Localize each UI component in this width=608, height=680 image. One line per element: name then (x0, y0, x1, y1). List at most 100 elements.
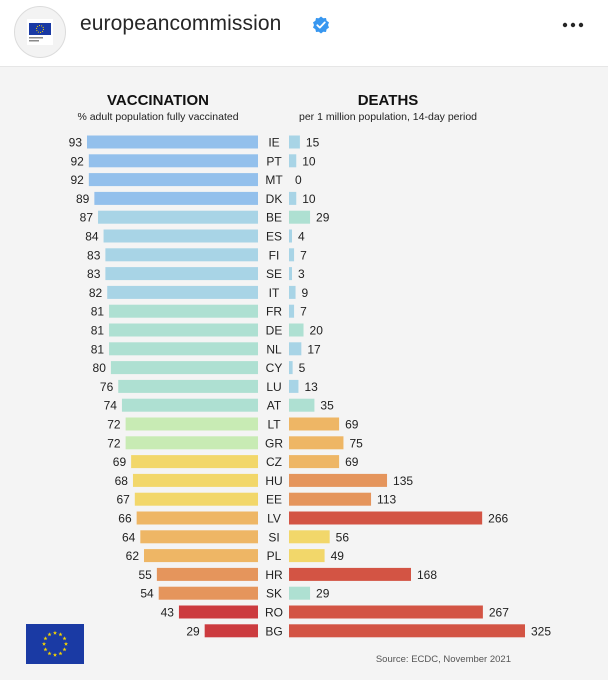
vaccination-bar-si (140, 530, 258, 544)
bar-row-de: 81 DE 20 (91, 323, 323, 338)
eu-star-icon (47, 632, 52, 637)
vaccination-bar-be (98, 210, 258, 224)
country-code-label: BG (265, 624, 282, 638)
bar-row-lu: 76 LU 13 (100, 379, 318, 394)
vaccination-bar-es (103, 229, 258, 243)
deaths-value-label: 15 (306, 136, 320, 150)
vaccination-bar-it (107, 285, 259, 299)
deaths-bar-cy (289, 361, 293, 375)
vaccination-bar-de (109, 323, 258, 337)
vaccination-bar-bg (204, 624, 258, 638)
vaccination-bar-hr (156, 567, 258, 581)
bar-row-pt: 92 PT 10 (70, 154, 316, 168)
vaccination-bar-hu (132, 473, 258, 487)
country-code-label: SI (268, 530, 279, 544)
bar-row-cz: 69 CZ 69 (113, 455, 359, 469)
vaccination-value-label: 93 (69, 136, 83, 150)
vaccination-bar-ie (87, 135, 258, 149)
deaths-value-label: 29 (316, 211, 330, 225)
deaths-value-label: 3 (298, 267, 305, 281)
deaths-value-label: 69 (345, 455, 359, 469)
eu-star-icon (52, 652, 58, 657)
deaths-value-label: 5 (299, 361, 306, 375)
account-name[interactable]: europeancommission (80, 12, 282, 35)
deaths-bar-ro (289, 605, 483, 619)
bar-row-ee: 67 EE 113 (116, 492, 397, 507)
deaths-bar-ie (289, 135, 300, 149)
vaccination-value-label: 83 (87, 248, 101, 262)
vaccination-bar-mt (88, 173, 258, 187)
bar-row-dk: 89 DK 10 (76, 191, 316, 206)
bar-row-at: 74 AT 35 (104, 398, 334, 413)
deaths-value-label: 0 (295, 173, 302, 187)
vaccination-bar-ro (178, 605, 258, 619)
country-code-label: ES (266, 230, 282, 244)
bar-row-bg: 29 BG 325 (186, 624, 551, 638)
deaths-bar-bg (289, 624, 525, 638)
deaths-value-label: 10 (302, 154, 316, 168)
country-code-label: MT (265, 173, 283, 187)
vaccination-value-label: 72 (107, 418, 121, 432)
vaccination-value-label: 84 (85, 230, 99, 244)
country-code-label: CY (266, 361, 283, 375)
bar-row-lt: 72 LT 69 (107, 417, 359, 432)
bar-row-si: 64 SI 56 (122, 530, 349, 544)
deaths-bar-sk (289, 586, 311, 600)
country-code-label: EE (266, 493, 282, 507)
eu-star-icon (41, 641, 47, 646)
bar-row-cy: 80 CY 5 (93, 361, 306, 375)
vaccination-bar-pt (88, 154, 258, 168)
more-options-icon[interactable] (560, 18, 586, 30)
country-code-label: CZ (266, 455, 282, 469)
deaths-bar-cz (289, 455, 340, 469)
country-code-label: HR (265, 568, 283, 582)
deaths-bar-it (289, 285, 296, 299)
vaccination-value-label: 64 (122, 530, 136, 544)
vaccination-value-label: 68 (115, 474, 129, 488)
vaccination-value-label: 83 (87, 267, 101, 281)
bar-row-es: 84 ES 4 (85, 229, 305, 244)
country-code-label: DE (266, 324, 283, 338)
eu-star-icon (62, 647, 67, 652)
bar-row-pl: 62 PL 49 (126, 549, 345, 563)
vaccination-value-label: 89 (76, 192, 90, 206)
deaths-bar-de (289, 323, 304, 337)
deaths-bar-lt (289, 417, 340, 431)
eu-star-icon (43, 636, 48, 641)
deaths-bar-pl (289, 549, 325, 563)
deaths-value-label: 266 (488, 512, 508, 526)
deaths-bar-nl (289, 342, 302, 356)
deaths-bar-at (289, 398, 315, 412)
vaccination-value-label: 67 (116, 493, 130, 507)
country-code-label: GR (265, 436, 283, 450)
eu-star-icon (47, 651, 52, 656)
bar-row-sk: 54 SK 29 (140, 586, 330, 601)
bar-row-hu: 68 HU 135 (115, 473, 413, 488)
deaths-title: DEATHS (358, 92, 419, 109)
vaccination-bar-pl (144, 549, 258, 563)
vaccination-heading: VACCINATION % adult population fully vac… (77, 92, 238, 123)
vaccination-value-label: 81 (91, 305, 105, 319)
deaths-bar-fi (289, 248, 295, 262)
country-code-label: AT (267, 399, 282, 413)
country-code-label: PT (266, 154, 282, 168)
deaths-value-label: 49 (331, 549, 345, 563)
deaths-value-label: 13 (304, 380, 318, 394)
bar-row-nl: 81 NL 17 (91, 342, 321, 356)
deaths-bar-gr (289, 436, 344, 450)
bar-row-gr: 72 GR 75 (107, 436, 363, 450)
verified-badge-icon (312, 16, 330, 34)
vaccination-bar-nl (109, 342, 258, 356)
country-code-label: PL (267, 549, 282, 563)
country-code-label: BE (266, 211, 282, 225)
vaccination-value-label: 81 (91, 342, 105, 356)
eu-commission-logo-icon[interactable] (14, 6, 66, 58)
country-code-label: DK (266, 192, 283, 206)
deaths-bar-lv (289, 511, 483, 525)
vaccination-value-label: 81 (91, 324, 105, 338)
deaths-value-label: 35 (320, 399, 334, 413)
deaths-heading: DEATHS per 1 million population, 14-day … (299, 92, 477, 123)
vaccination-value-label: 87 (80, 211, 94, 225)
source-note: Source: ECDC, November 2021 (376, 654, 511, 665)
